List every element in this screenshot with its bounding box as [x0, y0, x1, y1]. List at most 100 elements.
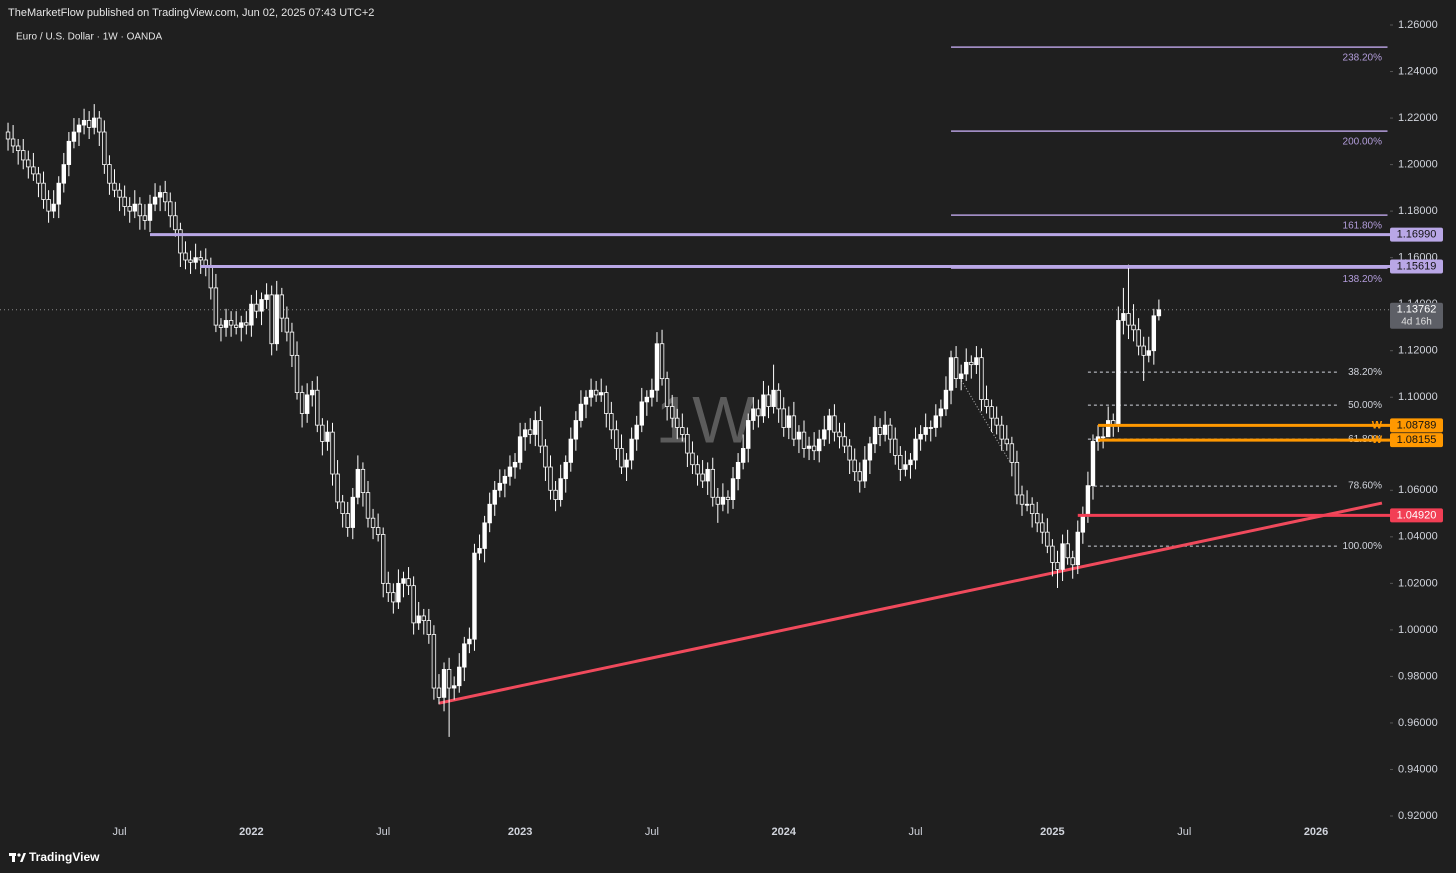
- candle-body: [370, 517, 376, 528]
- candle-body: [735, 461, 741, 480]
- candle-body: [487, 503, 492, 524]
- y-tick-label: 1.00000: [1398, 624, 1438, 636]
- candle-body: [796, 431, 802, 440]
- candle-body: [948, 357, 954, 391]
- candle-body: [811, 445, 817, 452]
- candle-body: [462, 643, 467, 668]
- candle-body: [938, 408, 944, 417]
- watermark: 1W: [656, 382, 756, 456]
- level-price-box: [1390, 433, 1443, 448]
- candle-body: [472, 552, 477, 640]
- candle-body: [431, 634, 437, 689]
- candle-body: [1156, 309, 1162, 317]
- level-price-box: [1390, 259, 1443, 274]
- candle-body: [223, 320, 229, 328]
- candle-body: [664, 378, 670, 407]
- candle-body: [730, 478, 736, 501]
- candle-body: [680, 427, 685, 435]
- y-tick-label: 1.04000: [1398, 531, 1438, 543]
- candle-body: [817, 438, 822, 452]
- candle-body: [1100, 436, 1106, 439]
- candle-body: [350, 496, 355, 528]
- x-tick-label: Jul: [376, 826, 390, 838]
- candle-body: [76, 124, 82, 133]
- y-tick-label: 1.18000: [1398, 205, 1438, 217]
- candle-body: [1131, 324, 1136, 331]
- candle-body: [563, 461, 568, 480]
- candle-body: [979, 357, 984, 400]
- candle-body: [66, 140, 72, 165]
- candle-body: [852, 459, 857, 473]
- candle-body: [157, 192, 163, 198]
- logo-part: [20, 853, 26, 862]
- candle-body: [355, 468, 361, 498]
- candle-body: [725, 496, 731, 500]
- fib-extension-label: 200.00%: [1343, 137, 1383, 148]
- level-tag: W: [1372, 419, 1383, 431]
- candle-body: [1009, 443, 1015, 463]
- level-price-box: [1390, 508, 1443, 523]
- candle-body: [274, 294, 279, 345]
- candle-body: [999, 424, 1004, 440]
- candle-body: [806, 445, 812, 449]
- candle-body: [198, 257, 203, 261]
- candle-body: [401, 578, 406, 584]
- candle-body: [832, 415, 837, 433]
- candle-body: [923, 427, 928, 435]
- candle-body: [1080, 515, 1086, 533]
- fib-retracement-label: 38.20%: [1348, 367, 1382, 378]
- candle-body: [259, 299, 264, 312]
- candle-body: [588, 389, 594, 398]
- candle-body: [669, 406, 675, 419]
- candle-body: [933, 415, 939, 428]
- candle-body: [92, 117, 97, 128]
- candle-body: [893, 438, 898, 456]
- current-price-label: 1.13762: [1397, 304, 1437, 316]
- candle-body: [31, 166, 36, 175]
- candle-body: [497, 482, 503, 491]
- candle-body: [984, 399, 989, 407]
- candle-body: [553, 489, 558, 501]
- candle-body: [122, 196, 127, 207]
- candle-body: [244, 322, 249, 326]
- candle-body: [330, 431, 335, 475]
- candle-body: [1085, 485, 1091, 517]
- candle-body: [15, 145, 21, 152]
- candle-body: [482, 522, 487, 549]
- candle-body: [969, 361, 974, 366]
- candle-body: [599, 392, 604, 396]
- candle-body: [619, 448, 624, 468]
- candle-body: [436, 687, 442, 698]
- candle-body: [345, 513, 350, 528]
- candle-body: [953, 357, 959, 380]
- candle-body: [46, 199, 51, 212]
- candle-body: [1024, 503, 1030, 506]
- candle-body: [10, 138, 16, 147]
- candle-body: [928, 427, 933, 429]
- candle-body: [659, 343, 665, 380]
- candle-body: [137, 203, 143, 217]
- candle-body: [548, 466, 553, 491]
- candle-body: [578, 403, 584, 421]
- candle-body: [614, 429, 619, 449]
- candle-body: [132, 203, 137, 212]
- candle-body: [507, 466, 513, 477]
- candle-body: [294, 354, 300, 393]
- candle-body: [193, 257, 198, 263]
- level-price-label: 1.08155: [1397, 434, 1437, 446]
- candle-body: [421, 615, 426, 621]
- candle-body: [289, 331, 295, 356]
- fib-extension-label: 238.20%: [1343, 53, 1383, 64]
- candle-body: [974, 357, 979, 366]
- candle-body: [1136, 329, 1141, 347]
- candle-body: [168, 201, 173, 217]
- x-tick-label: Jul: [645, 826, 659, 838]
- symbol-title: Euro / U.S. Dollar · 1W · OANDA: [16, 32, 162, 43]
- candle-body: [183, 252, 188, 261]
- candle-body: [822, 429, 827, 440]
- candle-body: [1146, 350, 1151, 356]
- candle-body: [1040, 522, 1045, 533]
- candle-body: [842, 436, 847, 447]
- candle-body: [228, 320, 234, 326]
